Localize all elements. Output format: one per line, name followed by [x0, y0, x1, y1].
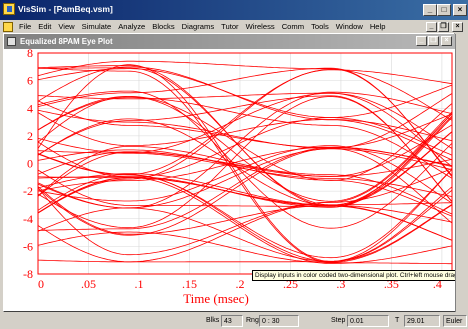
- y-tick-label: -8: [23, 267, 33, 281]
- eye-trace: [37, 109, 453, 224]
- plot-restore-button[interactable]: ❐: [428, 36, 439, 46]
- eye-trace: [37, 100, 453, 166]
- plot-window-title: Equalized 8PAM Eye Plot: [20, 37, 113, 46]
- step-label: Step: [331, 317, 346, 324]
- menu-comm[interactable]: Comm: [281, 22, 305, 31]
- menu-simulate[interactable]: Simulate: [81, 22, 112, 31]
- doc-close-button[interactable]: ×: [452, 22, 463, 32]
- eye-trace: [37, 177, 453, 223]
- plot-frame: [37, 52, 453, 275]
- menu-view[interactable]: View: [58, 22, 75, 31]
- eye-trace: [37, 67, 453, 178]
- app-icon[interactable]: [3, 3, 15, 15]
- eye-trace: [37, 148, 453, 232]
- close-button[interactable]: ×: [453, 4, 467, 16]
- blks-value: 43: [221, 315, 243, 327]
- eye-trace: [37, 117, 453, 179]
- y-tick-label: 8: [27, 49, 33, 60]
- eye-trace: [37, 113, 453, 256]
- eye-trace: [37, 146, 453, 197]
- eye-plot-area[interactable]: 8 6 4 2 0 -2 -4 -6 -8 0.05.1.15.2.25.3.35.4 Time…: [4, 49, 455, 311]
- doc-minimize-button[interactable]: _: [426, 22, 437, 32]
- window-title: VisSim - [PamBeq.vsm]: [18, 4, 113, 14]
- eye-trace: [37, 97, 453, 179]
- eye-trace: [37, 96, 453, 181]
- menu-wireless[interactable]: Wireless: [245, 22, 275, 31]
- menu-diagrams[interactable]: Diagrams: [181, 22, 215, 31]
- menu-file[interactable]: File: [19, 22, 32, 31]
- y-tick-labels: 8 6 4 2 0 -2 -4 -6 -8: [23, 49, 33, 281]
- eye-trace: [37, 117, 453, 208]
- right-edge: [455, 34, 468, 312]
- eye-trace: [37, 65, 453, 207]
- eye-trace: [37, 60, 453, 176]
- app-titlebar: VisSim - [PamBeq.vsm] _ □ ×: [0, 0, 468, 20]
- menu-items: File Edit View Simulate Analyze Blocks Diagram…: [15, 22, 388, 31]
- rng-value: 0 : 30: [259, 315, 299, 327]
- eye-traces: [37, 60, 453, 265]
- eye-trace: [37, 168, 453, 263]
- menu-help[interactable]: Help: [369, 22, 386, 31]
- t-label: T: [395, 317, 400, 324]
- eye-trace: [37, 169, 453, 262]
- eye-trace: [37, 64, 453, 262]
- step-value: 0.01: [347, 315, 389, 327]
- eye-trace: [37, 92, 453, 168]
- eye-trace: [37, 112, 453, 146]
- t-value: 29.01: [404, 315, 440, 327]
- menu-tools[interactable]: Tools: [311, 22, 329, 31]
- x-tick-label: 0: [38, 277, 44, 291]
- y-tick-label: 6: [27, 74, 33, 88]
- maximize-button[interactable]: □: [437, 4, 451, 16]
- menu-edit[interactable]: Edit: [38, 22, 52, 31]
- y-tick-label: 4: [27, 101, 33, 115]
- y-tick-label: -2: [23, 184, 33, 198]
- eye-trace: [37, 67, 453, 263]
- status-bar: Blks 43 Rng 0 : 30 Step 0.01 T 29.01 Eul…: [0, 313, 468, 329]
- plot-border: [37, 52, 453, 275]
- y-tick-label: 2: [27, 129, 33, 143]
- plot-window-titlebar[interactable]: Equalized 8PAM Eye Plot _ ❐ ×: [4, 34, 455, 49]
- eye-trace: [37, 131, 453, 206]
- x-tick-label: .3: [336, 277, 345, 291]
- eye-trace: [37, 186, 453, 241]
- eye-trace: [37, 189, 453, 263]
- minimize-button[interactable]: _: [423, 4, 437, 16]
- eye-trace: [37, 90, 453, 229]
- plot-close-button[interactable]: ×: [441, 36, 452, 46]
- blks-label: Blks: [206, 317, 220, 324]
- plot-window-icon[interactable]: [7, 37, 16, 46]
- menu-blocks[interactable]: Blocks: [152, 22, 175, 31]
- eye-trace: [37, 93, 453, 236]
- rng-label: Rng: [246, 317, 259, 324]
- eye-trace: [37, 153, 453, 259]
- x-tick-label: .4: [433, 277, 442, 291]
- menu-bar: File Edit View Simulate Analyze Blocks Diagram…: [0, 20, 468, 34]
- document-icon[interactable]: [3, 22, 13, 32]
- x-tick-label: .05: [81, 277, 96, 291]
- y-tick-label: -6: [23, 239, 33, 253]
- y-tick-label: -4: [23, 212, 33, 226]
- eye-trace: [37, 96, 453, 229]
- y-tick-label: 0: [27, 157, 33, 171]
- eye-trace: [37, 66, 453, 161]
- eye-trace: [37, 113, 453, 231]
- x-tick-label: .2: [235, 277, 244, 291]
- menu-window[interactable]: Window: [335, 22, 363, 31]
- doc-restore-button[interactable]: ❐: [438, 22, 449, 32]
- eye-trace: [37, 231, 452, 265]
- x-tick-label: .1: [134, 277, 143, 291]
- menu-analyze[interactable]: Analyze: [118, 22, 146, 31]
- x-tick-label: .15: [182, 277, 197, 291]
- method-value: Euler: [443, 315, 467, 327]
- eye-trace: [37, 124, 453, 177]
- x-axis-label: Time (msec): [183, 291, 249, 306]
- menu-tutor[interactable]: Tutor: [221, 22, 239, 31]
- tooltip: Display inputs in color coded two-dimens…: [252, 270, 458, 281]
- plot-minimize-button[interactable]: _: [416, 36, 427, 46]
